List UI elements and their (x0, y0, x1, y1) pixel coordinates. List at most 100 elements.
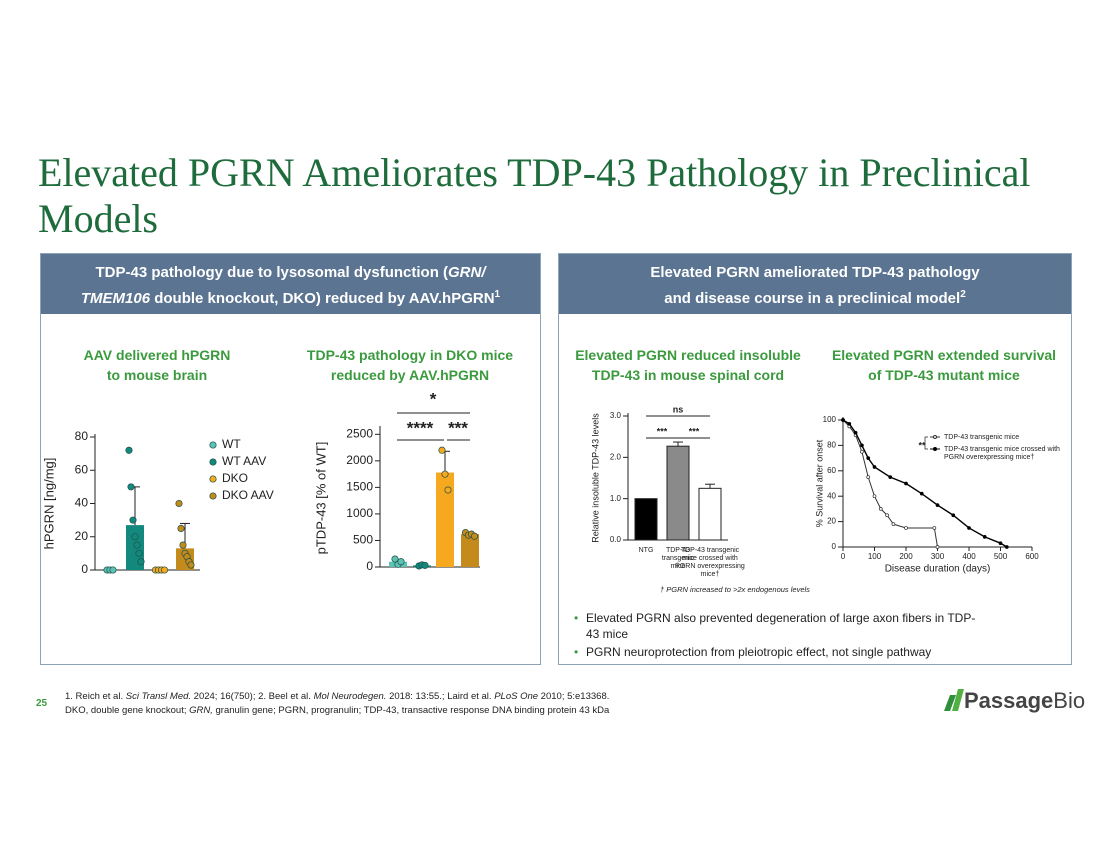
fn: Mol Neurodegen. (313, 691, 387, 702)
y-tick-label: 0 (832, 542, 837, 551)
y-tick-label: 80 (75, 429, 89, 443)
bar (666, 445, 690, 541)
data-point (391, 555, 399, 563)
y-tick-label: 3.0 (610, 411, 622, 420)
x-tick-label: 300 (931, 552, 945, 561)
fn: 2018: 13:55.; Laird et al. (386, 691, 495, 702)
footnotes: 1. Reich et al. Sci Transl Med. 2024; 16… (65, 690, 609, 718)
data-point (135, 549, 143, 557)
legend-label: DKO (222, 471, 248, 485)
y-tick-label: 60 (75, 462, 89, 476)
censor-mark (998, 541, 1003, 546)
x-tick-label: 100 (868, 552, 882, 561)
annotation: *** (448, 418, 468, 437)
fn: GRN, (189, 705, 213, 716)
legend-marker (209, 441, 217, 449)
logo-text: Passage (964, 688, 1054, 713)
y-tick-label: 80 (827, 441, 836, 450)
y-tick-label: 0 (366, 559, 373, 573)
data-point (177, 524, 185, 532)
chart-title: TDP-43 pathology in DKO mice reduced by … (306, 347, 514, 383)
x-tick-label: 600 (1025, 552, 1039, 561)
legend-marker (933, 435, 937, 439)
censor-mark (891, 522, 896, 526)
bracket (924, 436, 928, 450)
y-axis-label: hPGRN [ng/mg] (41, 458, 56, 550)
fn: granulin gene; PGRN, progranulin; TDP-43… (212, 705, 610, 716)
data-point (441, 470, 449, 478)
x-tick-label: TDP-43 transgenic mice (662, 547, 695, 570)
header-ref: 1 (494, 289, 501, 300)
data-point (127, 483, 135, 491)
bullet-list: Elevated PGRN also prevented degeneratio… (570, 610, 986, 662)
survival-line (842, 419, 938, 548)
legend-marker (209, 458, 217, 466)
y-axis-label: Relative insoluble TDP-43 levels (590, 413, 600, 543)
data-point (397, 558, 405, 566)
censor-mark (904, 481, 908, 486)
annotation: *** (689, 426, 700, 436)
y-tick-label: 1.0 (610, 494, 622, 503)
data-point (175, 499, 183, 508)
data-point (438, 446, 446, 454)
y-tick-label: 60 (827, 466, 836, 475)
logo-text: Bio (1053, 688, 1086, 713)
data-point (129, 516, 137, 524)
fn: 1. Reich et al. (65, 691, 126, 702)
header-text: double knockout, DKO) reduced by AAV.hPG… (150, 290, 495, 307)
header-ref: 2 (960, 289, 966, 300)
chart-title: AAV delivered hPGRN to mouse brain (83, 347, 231, 383)
censor-mark (860, 443, 864, 448)
bar (461, 534, 479, 567)
y-tick-label: 0.0 (610, 535, 622, 544)
logo-icon (944, 689, 964, 711)
chart-title: Elevated PGRN extended survival of TDP-4… (831, 347, 1057, 383)
annotation: ns (673, 404, 684, 414)
bar (634, 498, 658, 541)
x-tick-label: 200 (899, 552, 913, 561)
censor-mark (841, 418, 845, 422)
data-point (160, 566, 169, 574)
fn: PLoS One (494, 691, 539, 702)
panel-header: Elevated PGRN ameliorated TDP-43 patholo… (559, 254, 1071, 314)
data-point (133, 541, 141, 549)
censor-mark (860, 449, 864, 454)
right-panel: Elevated PGRN ameliorated TDP-43 patholo… (558, 253, 1072, 665)
header-text: TDP-43 pathology due to lysosomal dysfun… (95, 264, 449, 281)
header-text: and disease course in a preclinical mode… (664, 290, 961, 307)
censor-mark (888, 475, 893, 479)
x-tick-label: 400 (962, 552, 976, 561)
header-text: Elevated PGRN ameliorated TDP-43 patholo… (650, 264, 980, 281)
censor-mark (932, 526, 937, 530)
censor-mark (866, 456, 871, 460)
censor-mark (1004, 545, 1009, 549)
data-point (109, 566, 117, 574)
fn: Sci Transl Med. (125, 691, 192, 702)
y-tick-label: 0 (81, 562, 88, 576)
censor-mark (919, 491, 924, 496)
annotation: *** (657, 426, 668, 436)
censor-mark (885, 513, 889, 518)
x-tick-label: 500 (994, 552, 1008, 561)
y-tick-label: 1500 (346, 480, 373, 494)
logo: PassageBio (940, 688, 1085, 714)
legend-label: WT AAV (222, 454, 266, 468)
data-point (421, 561, 429, 569)
data-point (187, 561, 195, 569)
censor-mark (951, 513, 956, 518)
censor-mark (853, 430, 858, 435)
y-tick-label: 500 (353, 533, 373, 547)
x-tick-label: NTG (639, 547, 654, 554)
censor-mark (866, 475, 871, 479)
data-point (470, 532, 479, 540)
fn: 2010; 5:e13368. (538, 691, 610, 702)
bullet: PGRN neuroprotection from pleiotropic ef… (574, 644, 986, 660)
y-tick-label: 20 (827, 517, 836, 526)
censor-mark (982, 534, 987, 539)
y-axis-label: % Survival after onset (814, 439, 824, 527)
censor-mark (872, 494, 877, 499)
bullet: Elevated PGRN also prevented degeneratio… (574, 610, 986, 642)
y-tick-label: 2000 (346, 453, 373, 467)
